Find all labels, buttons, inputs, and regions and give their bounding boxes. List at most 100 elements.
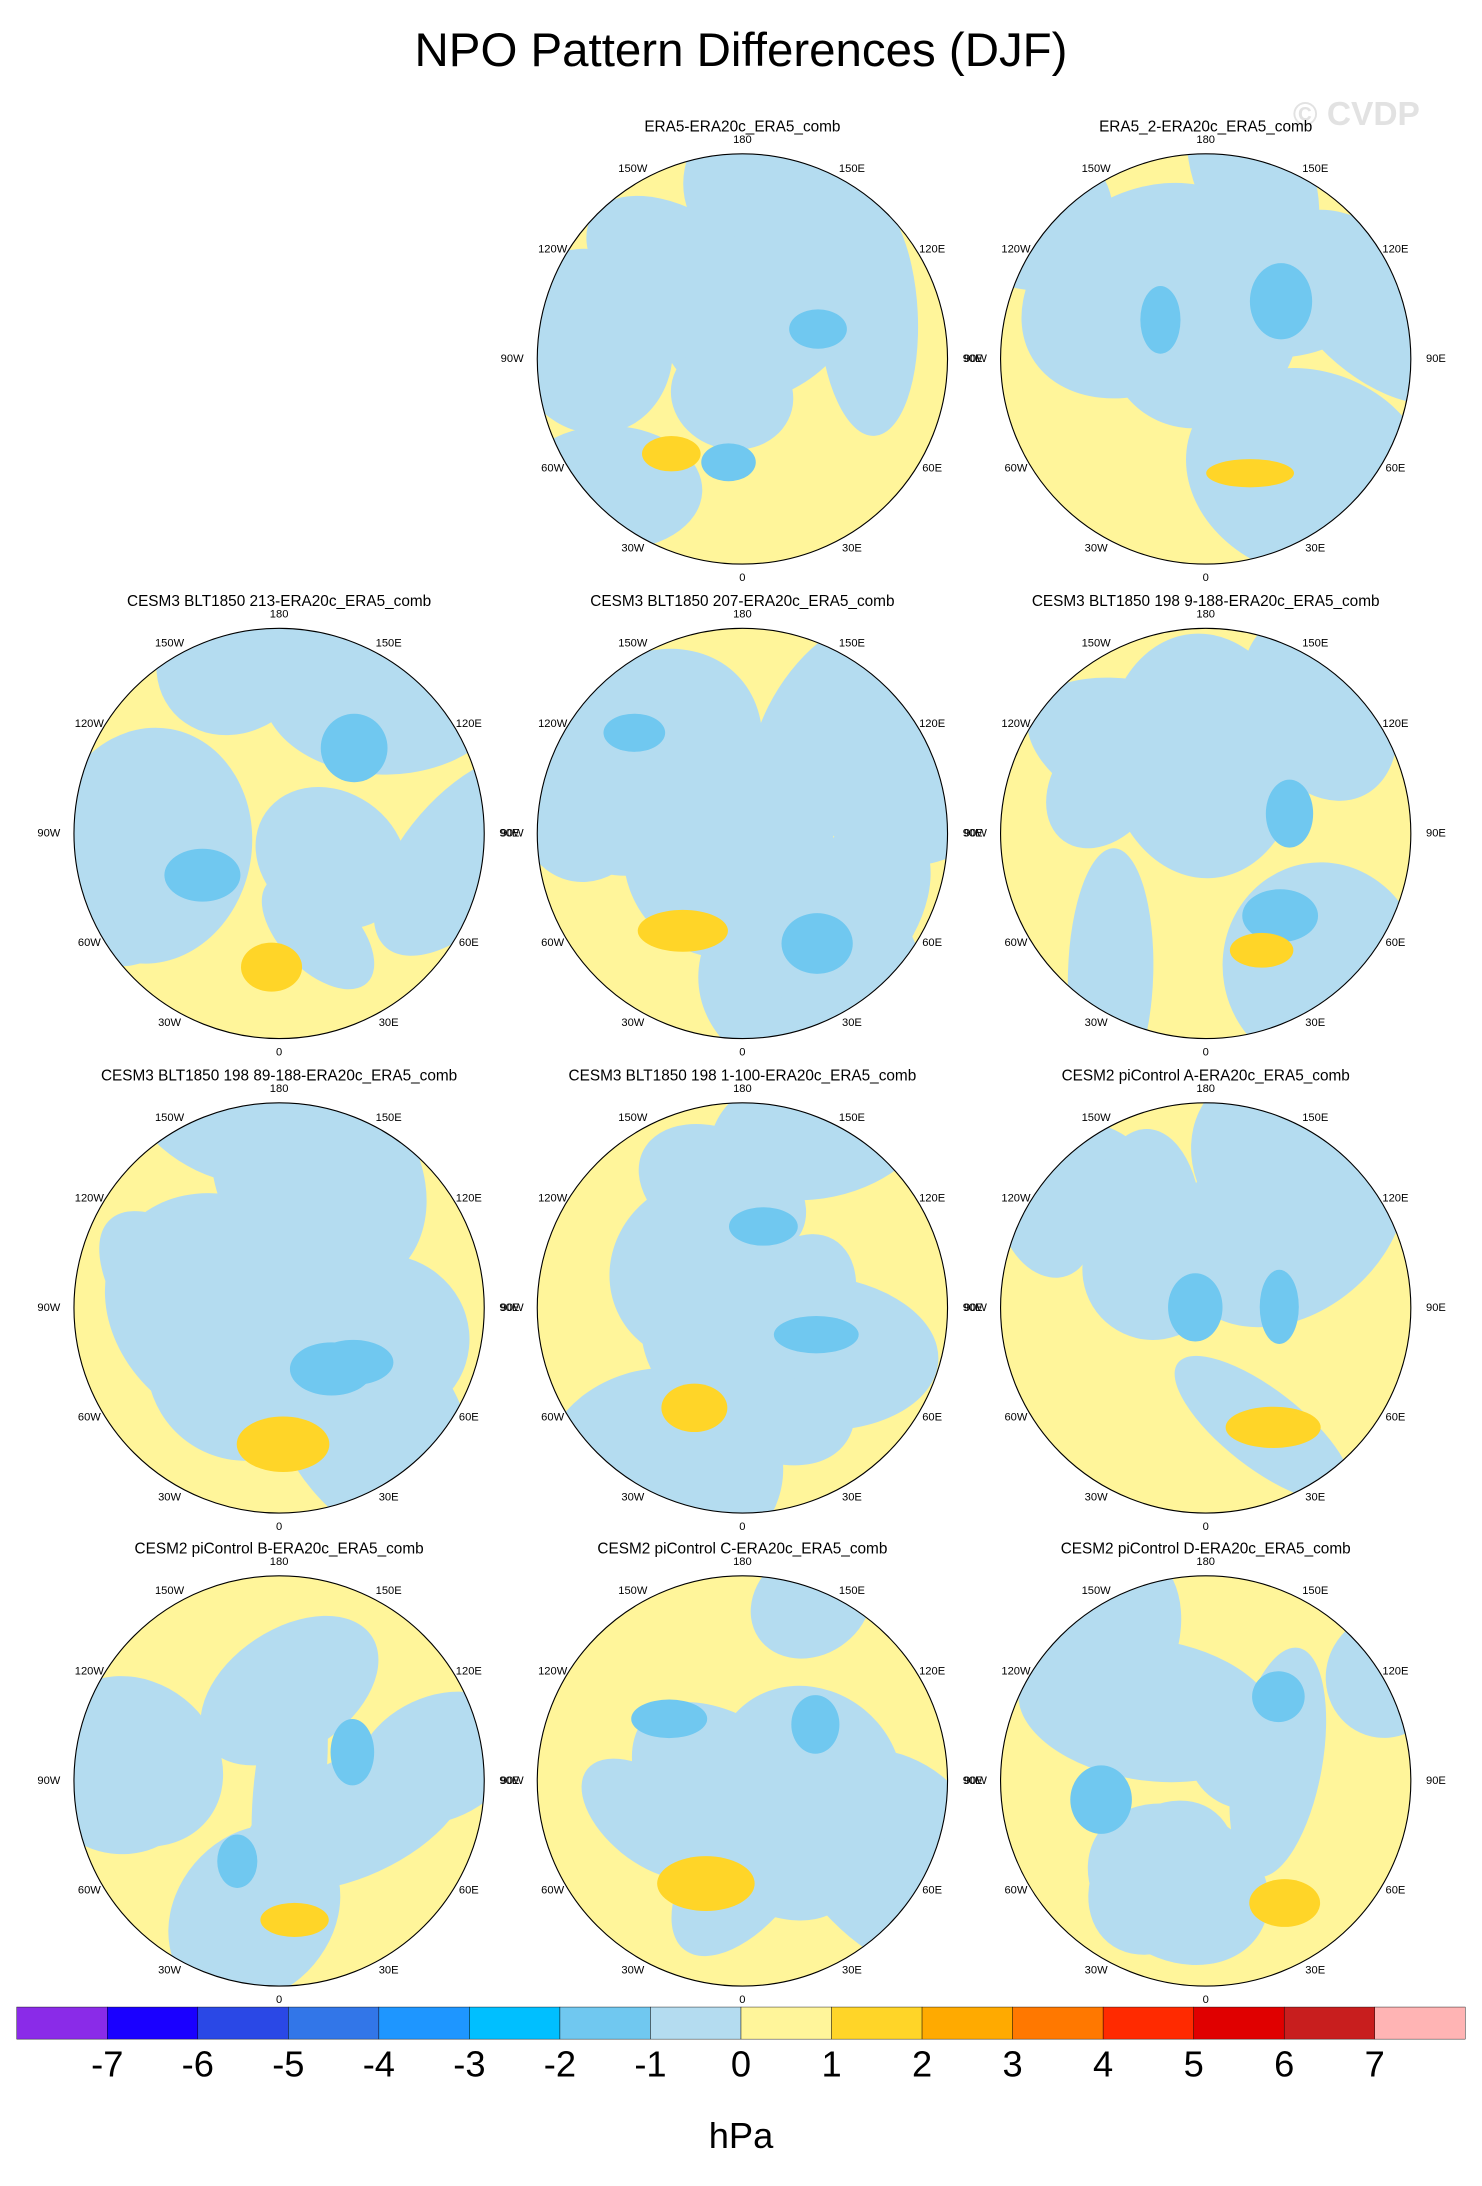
longitude-label: 120W: [538, 1192, 568, 1204]
contour-region: [1140, 286, 1181, 354]
colorbar-box: [378, 2006, 470, 2040]
longitude-label: 90W: [37, 1302, 60, 1314]
colorbar-tick-label: -6: [182, 2044, 214, 2085]
longitude-label: 30W: [158, 1492, 181, 1504]
contour-region: [1259, 1269, 1299, 1345]
panel-title: CESM2 piControl D-ERA20c_ERA5_comb: [1061, 1540, 1351, 1557]
map-panel: CESM3 BLT1850 198 89-188-ERA20c_ERA5_com…: [37, 1067, 519, 1533]
map-boundary: [73, 627, 485, 1040]
longitude-label: 60E: [459, 1411, 479, 1423]
longitude-label: 120W: [1001, 1665, 1031, 1677]
contour-region: [320, 713, 388, 783]
colorbar-box: [288, 2006, 380, 2040]
longitude-label: 150E: [839, 163, 865, 175]
contour-region: [818, 192, 919, 436]
colorbar-tick-label: -7: [91, 2044, 123, 2085]
map-boundary: [73, 1102, 485, 1514]
longitude-label: 120E: [456, 1192, 482, 1204]
contour-region: [728, 1207, 798, 1246]
contour-region: [261, 875, 375, 990]
map-panel: CESM3 BLT1850 198 9-188-ERA20c_ERA5_comb…: [964, 593, 1446, 1059]
contour-region: [631, 1702, 857, 1921]
longitude-label: 90E: [963, 1302, 983, 1314]
contour-region: [631, 1699, 708, 1739]
colorbar-unit: hPa: [709, 2115, 774, 2156]
colorbar-box: [740, 2006, 832, 2040]
longitude-label: 120W: [75, 718, 105, 730]
longitude-label: 120E: [456, 1665, 482, 1677]
longitude-label: 60W: [1004, 1884, 1027, 1896]
longitude-label: 60W: [541, 937, 564, 949]
longitude-label: 150W: [618, 638, 648, 650]
longitude-label: 120E: [456, 718, 482, 730]
figure-title: NPO Pattern Differences (DJF): [415, 24, 1068, 77]
contour-region: [657, 1856, 755, 1911]
longitude-label: 0: [739, 1521, 745, 1533]
panel-title: CESM2 piControl A-ERA20c_ERA5_comb: [1062, 1067, 1350, 1084]
contour-region: [1249, 1879, 1321, 1927]
colorbar-box: [650, 2006, 742, 2040]
longitude-label: 90E: [1426, 1302, 1446, 1314]
longitude-label: 150E: [376, 638, 402, 650]
longitude-label: 90E: [963, 827, 983, 839]
contour-region: [1027, 677, 1306, 843]
longitude-label: 180: [733, 1083, 752, 1095]
colorbar-tick-label: -4: [363, 2044, 395, 2085]
longitude-label: 30W: [1085, 543, 1108, 555]
contour-region: [1188, 1698, 1306, 1810]
contour-region: [241, 1743, 468, 1891]
contour-region: [791, 1695, 840, 1754]
longitude-label: 180: [270, 1556, 289, 1568]
longitude-label: 180: [1196, 1556, 1215, 1568]
contour-region: [750, 628, 899, 813]
longitude-label: 30E: [1305, 1017, 1325, 1029]
longitude-label: 150W: [155, 1585, 185, 1597]
longitude-label: 60E: [1386, 1884, 1406, 1896]
colorbar-box: [197, 2006, 289, 2040]
contour-region: [1021, 182, 1268, 399]
longitude-label: 60W: [78, 1411, 101, 1423]
longitude-label: 150W: [1082, 163, 1112, 175]
contour-fill: [73, 628, 485, 1039]
map-boundary: [1000, 627, 1412, 1040]
contour-region: [641, 436, 701, 472]
contour-region: [164, 848, 241, 902]
longitude-label: 30E: [842, 1017, 862, 1029]
longitude-label: 180: [1196, 608, 1215, 620]
longitude-label: 180: [733, 134, 752, 146]
longitude-label: 60E: [459, 937, 479, 949]
contour-fill: [537, 628, 948, 1039]
contour-region: [236, 1416, 330, 1472]
longitude-label: 60E: [922, 1884, 942, 1896]
map-boundary: [536, 1102, 949, 1514]
longitude-label: 120W: [538, 243, 568, 255]
longitude-label: 180: [270, 608, 289, 620]
contour-region: [260, 1902, 329, 1937]
longitude-label: 120E: [919, 243, 945, 255]
longitude-label: 90W: [964, 1775, 987, 1787]
contour-fill: [1000, 153, 1411, 565]
longitude-label: 30W: [1085, 1017, 1108, 1029]
longitude-label: 120E: [1382, 243, 1408, 255]
panel-title: CESM2 piControl B-ERA20c_ERA5_comb: [135, 1540, 424, 1557]
longitude-label: 0: [276, 1046, 282, 1058]
longitude-label: 90W: [37, 827, 60, 839]
contour-region: [373, 753, 485, 956]
colorbar-box: [1102, 2006, 1194, 2040]
longitude-label: 150E: [376, 1585, 402, 1597]
longitude-label: 120E: [1382, 718, 1408, 730]
longitude-label: 90W: [37, 1775, 60, 1787]
colorbar-box: [16, 2006, 108, 2040]
contour-fill: [537, 153, 948, 565]
contour-region: [1089, 1128, 1202, 1326]
longitude-label: 150E: [839, 1585, 865, 1597]
colorbar-box: [1193, 2006, 1285, 2040]
contour-region: [701, 443, 756, 482]
longitude-label: 90W: [964, 353, 987, 365]
longitude-label: 60E: [922, 1411, 942, 1423]
